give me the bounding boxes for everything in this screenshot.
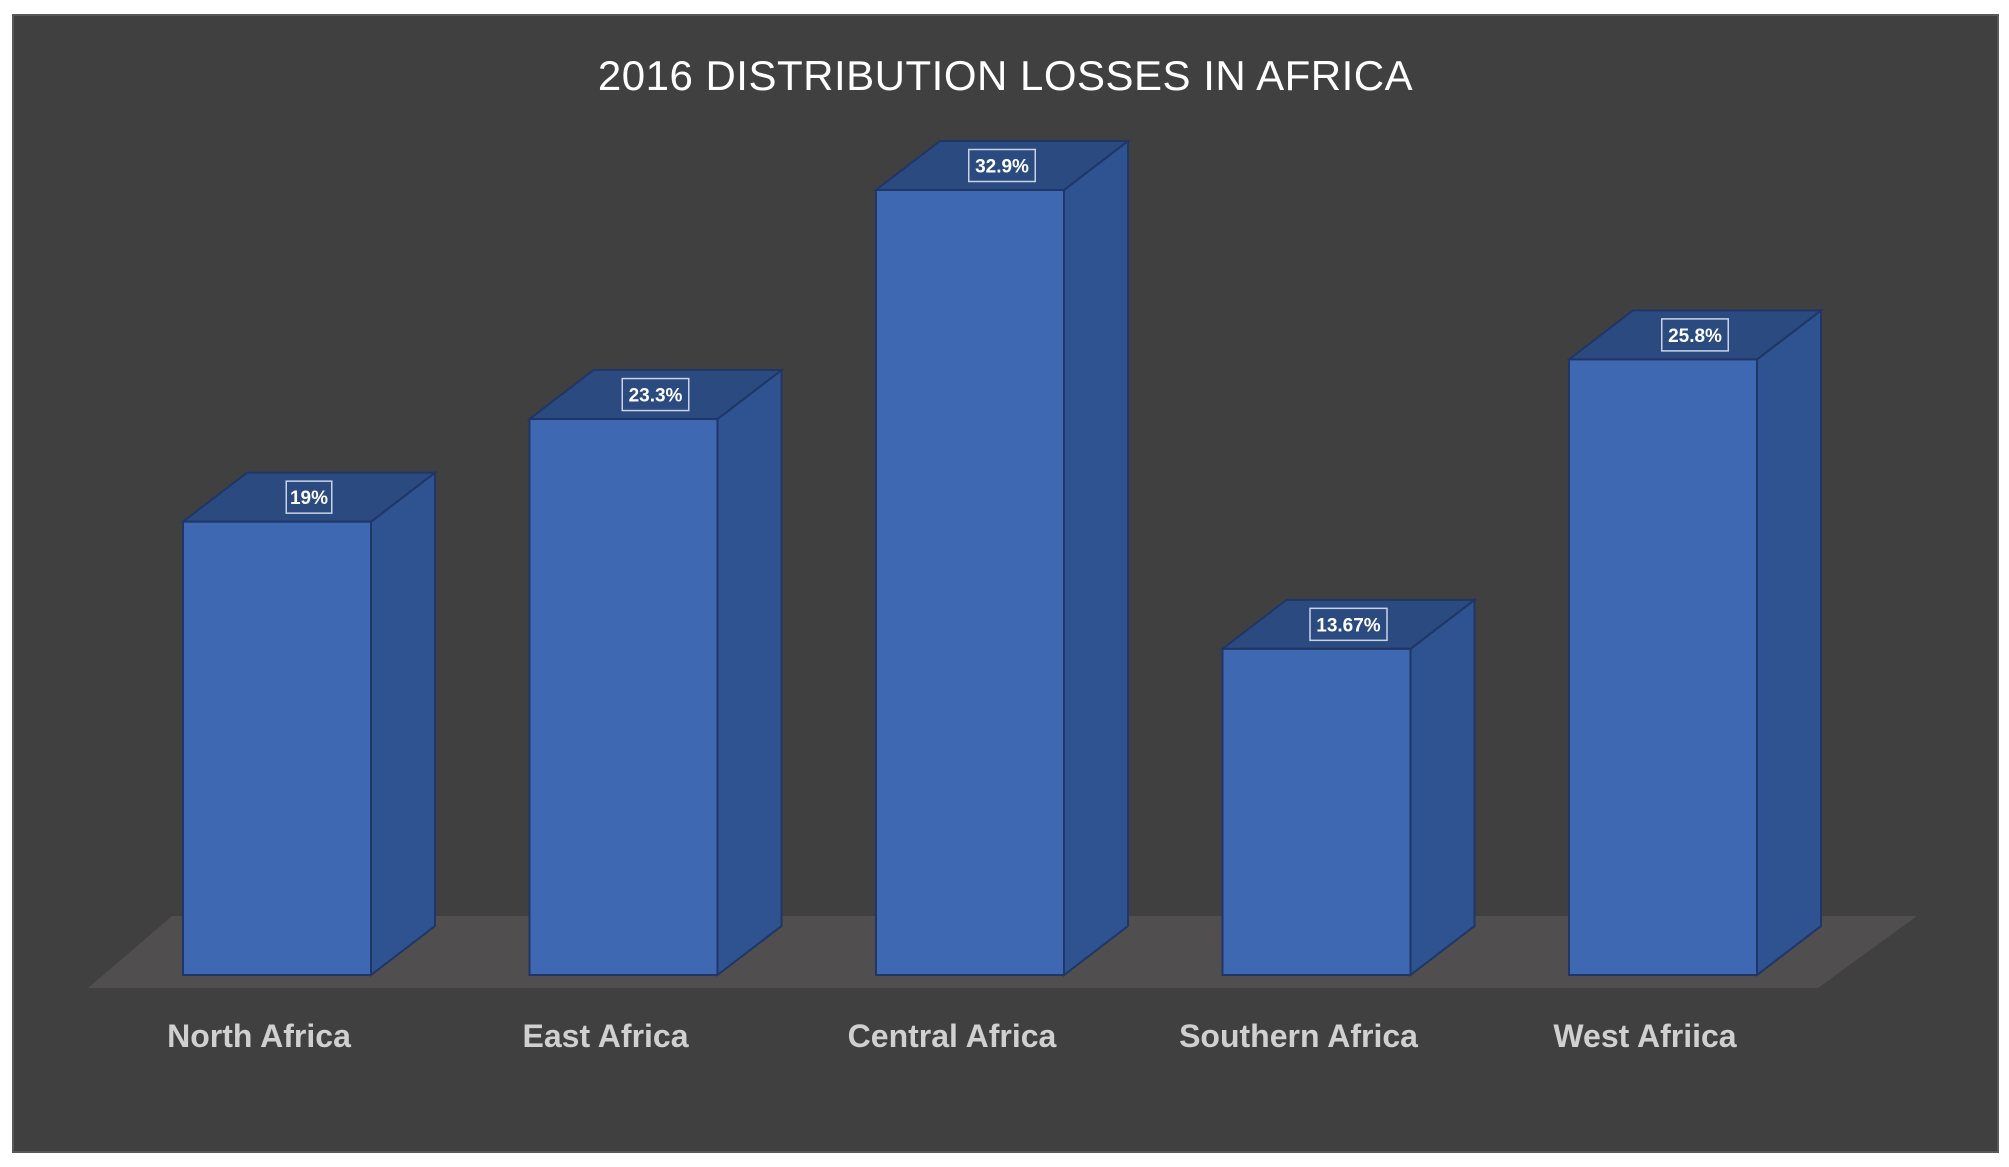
bar-side <box>370 470 436 978</box>
data-label: 23.3% <box>629 386 683 407</box>
bar-front <box>1568 358 1758 976</box>
bar-front <box>1221 647 1412 976</box>
category-label: Central Africa <box>848 1018 1057 1054</box>
bar-central-africa: 32.9% <box>873 138 1131 978</box>
data-label: 25.8% <box>1668 326 1722 347</box>
bar-side <box>1409 597 1476 978</box>
bar-southern-africa: 13.67% <box>1219 597 1478 978</box>
data-label-box <box>285 480 333 514</box>
bar-front <box>182 520 372 977</box>
category-label: Southern Africa <box>1179 1018 1418 1054</box>
category-label: East Africa <box>523 1018 689 1054</box>
data-label-box <box>968 148 1036 183</box>
bar-side <box>716 368 783 978</box>
bar-front <box>875 189 1065 976</box>
data-label-box <box>1661 318 1729 352</box>
data-label: 32.9% <box>975 157 1029 178</box>
data-label-box <box>1309 607 1388 642</box>
category-label: West Afriica <box>1553 1018 1736 1054</box>
bar-west-afriica: 25.8% <box>1566 308 1824 978</box>
bar-side <box>1063 138 1129 978</box>
bar-front <box>528 418 719 976</box>
data-label: 19% <box>290 488 328 509</box>
category-label: North Africa <box>167 1018 351 1054</box>
data-label: 13.67% <box>1316 615 1381 636</box>
chart-title: 2016 DISTRIBUTION LOSSES IN AFRICA <box>597 52 1414 99</box>
data-label-box <box>621 377 690 412</box>
bar-east-africa: 23.3% <box>526 368 785 978</box>
bar-side <box>1756 308 1822 978</box>
bar-north-africa: 19% <box>180 470 438 978</box>
